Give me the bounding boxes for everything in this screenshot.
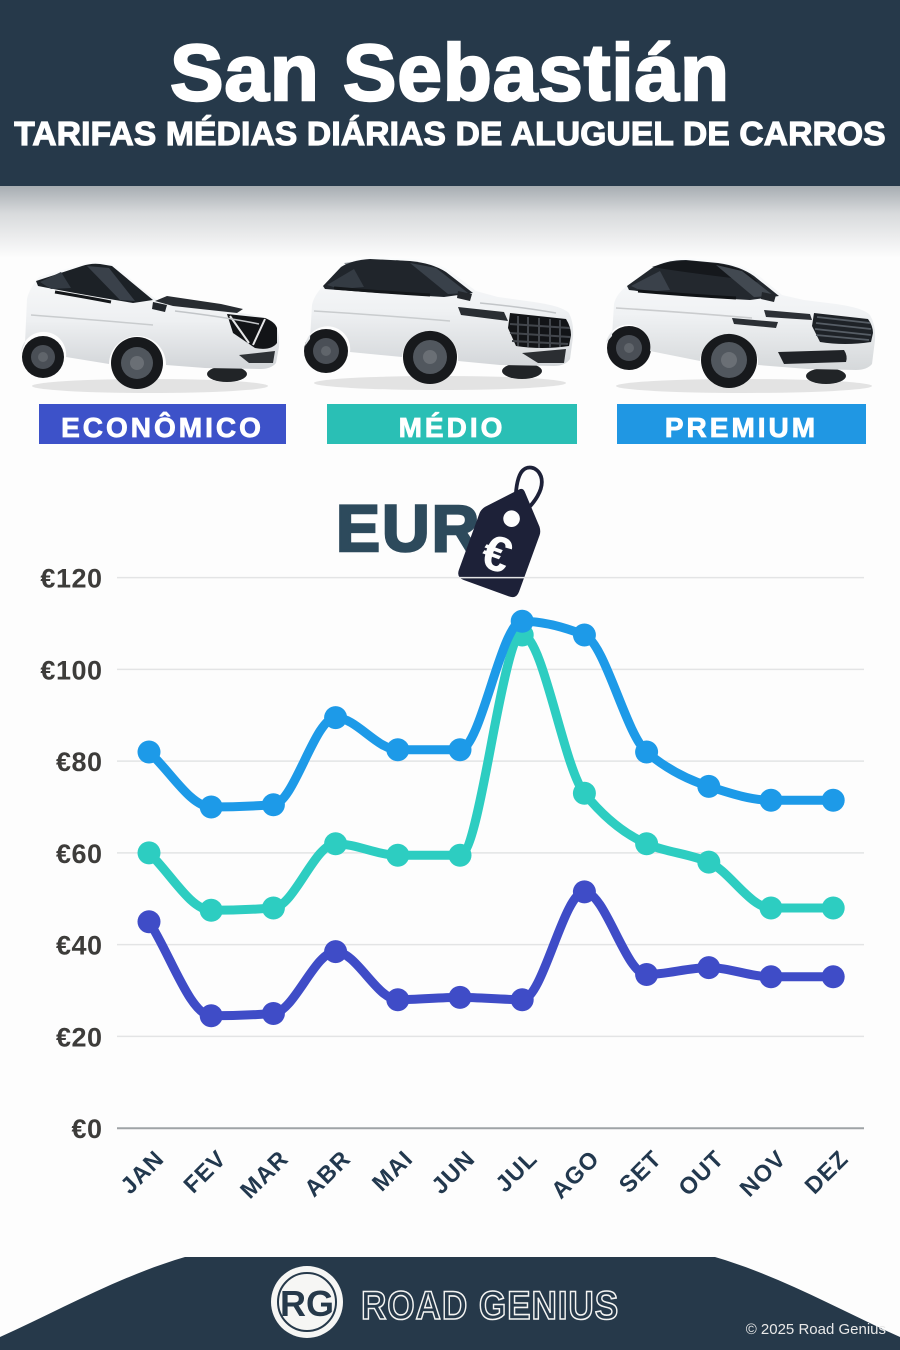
svg-text:MAI: MAI [367, 1145, 418, 1196]
svg-text:€120: €120 [40, 564, 102, 594]
svg-text:SET: SET [614, 1145, 667, 1198]
svg-text:€20: €20 [56, 1022, 103, 1052]
svg-text:JUN: JUN [426, 1145, 480, 1199]
svg-text:OUT: OUT [673, 1145, 729, 1201]
svg-text:€0: €0 [71, 1114, 102, 1144]
svg-text:€100: €100 [40, 655, 102, 685]
svg-text:NOV: NOV [735, 1145, 792, 1202]
svg-text:ABR: ABR [299, 1145, 356, 1202]
svg-text:€40: €40 [56, 931, 103, 961]
svg-text:FEV: FEV [178, 1145, 231, 1198]
svg-text:JAN: JAN [115, 1145, 169, 1199]
svg-text:AGO: AGO [546, 1145, 604, 1203]
svg-text:MAR: MAR [235, 1145, 293, 1203]
svg-text:€80: €80 [56, 747, 103, 777]
svg-text:JUL: JUL [490, 1145, 542, 1197]
svg-text:DEZ: DEZ [799, 1145, 853, 1199]
svg-text:€60: €60 [56, 839, 103, 869]
